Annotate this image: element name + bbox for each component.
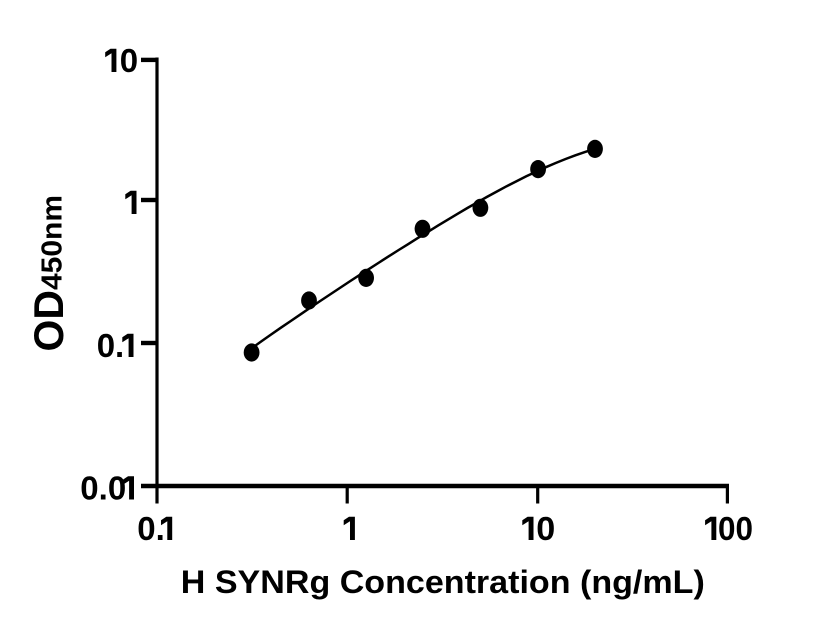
- svg-text:H SYNRg Concentration (ng/mL): H SYNRg Concentration (ng/mL): [181, 564, 705, 600]
- svg-text:0.: 0.: [137, 510, 165, 547]
- svg-text:0: 0: [536, 510, 555, 547]
- svg-text:0.0: 0.0: [80, 470, 126, 507]
- svg-text:OD: OD: [25, 290, 72, 352]
- svg-text:450nm: 450nm: [37, 195, 69, 290]
- svg-text:0.: 0.: [97, 327, 125, 364]
- svg-text:00: 00: [718, 510, 753, 547]
- svg-text:0: 0: [120, 42, 138, 79]
